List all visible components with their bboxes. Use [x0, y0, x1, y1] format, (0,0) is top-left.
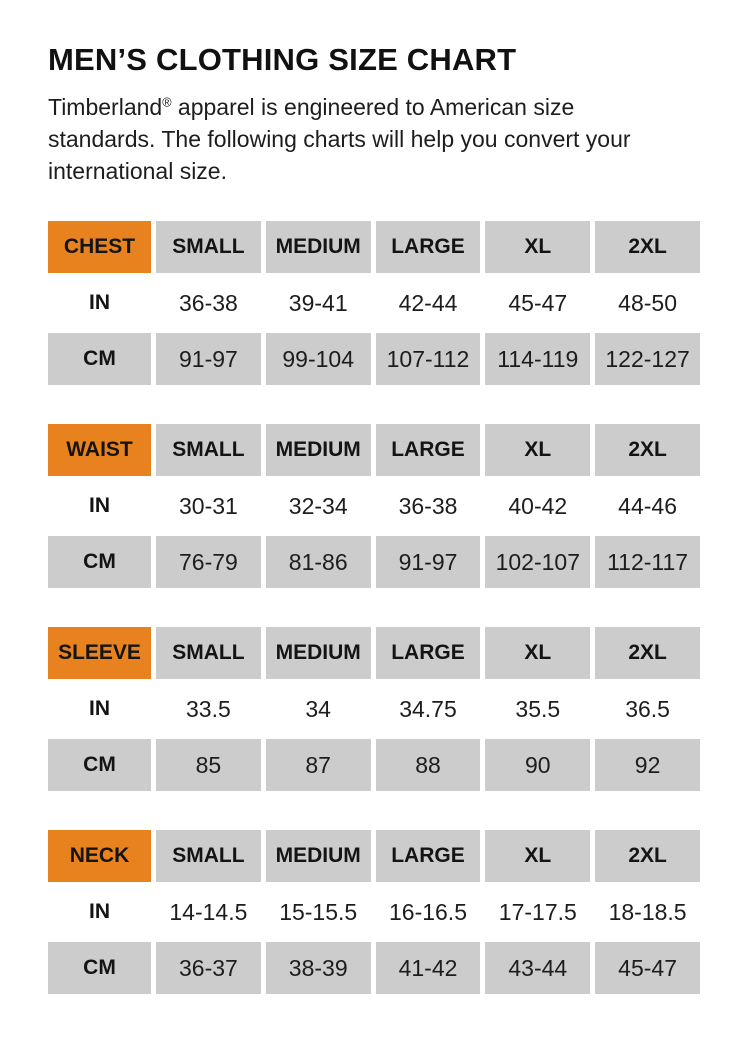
size-header-xl: XL — [485, 424, 591, 476]
unit-label-in: IN — [48, 480, 151, 532]
waist-cm-large: 91-97 — [375, 536, 481, 588]
size-header-large: LARGE — [375, 627, 481, 679]
sleeve-in-xl: 35.5 — [485, 683, 591, 735]
neck-in-medium: 15-15.5 — [265, 886, 371, 938]
sleeve-in-2xl: 36.5 — [595, 683, 700, 735]
sleeve-cm-small: 85 — [156, 739, 261, 791]
chest-size-table: CHEST SMALL MEDIUM LARGE XL 2XL IN 36-38… — [48, 221, 700, 385]
unit-label-in: IN — [48, 683, 151, 735]
sleeve-cm-medium: 87 — [265, 739, 371, 791]
neck-in-small: 14-14.5 — [156, 886, 261, 938]
size-header-2xl: 2XL — [595, 627, 700, 679]
registered-trademark-symbol: ® — [162, 95, 172, 110]
neck-in-large: 16-16.5 — [375, 886, 481, 938]
chest-cm-xl: 114-119 — [485, 333, 591, 385]
table-label-chest: CHEST — [48, 221, 151, 273]
size-header-small: SMALL — [156, 830, 261, 882]
chest-in-large: 42-44 — [375, 277, 481, 329]
sleeve-cm-xl: 90 — [485, 739, 591, 791]
size-header-xl: XL — [485, 221, 591, 273]
chest-in-2xl: 48-50 — [595, 277, 700, 329]
size-header-small: SMALL — [156, 424, 261, 476]
sleeve-cm-2xl: 92 — [595, 739, 700, 791]
size-header-large: LARGE — [375, 424, 481, 476]
neck-cm-large: 41-42 — [375, 942, 481, 994]
intro-paragraph: Timberland® apparel is engineered to Ame… — [48, 91, 680, 187]
size-header-2xl: 2XL — [595, 830, 700, 882]
waist-in-small: 30-31 — [156, 480, 261, 532]
sleeve-in-large: 34.75 — [375, 683, 481, 735]
neck-size-table: NECK SMALL MEDIUM LARGE XL 2XL IN 14-14.… — [48, 830, 700, 994]
size-header-xl: XL — [485, 627, 591, 679]
size-header-2xl: 2XL — [595, 424, 700, 476]
neck-in-xl: 17-17.5 — [485, 886, 591, 938]
unit-label-cm: CM — [48, 536, 151, 588]
neck-in-2xl: 18-18.5 — [595, 886, 700, 938]
chest-in-small: 36-38 — [156, 277, 261, 329]
sleeve-in-small: 33.5 — [156, 683, 261, 735]
chest-in-xl: 45-47 — [485, 277, 591, 329]
size-header-small: SMALL — [156, 221, 261, 273]
table-label-waist: WAIST — [48, 424, 151, 476]
waist-cm-xl: 102-107 — [485, 536, 591, 588]
brand-name: Timberland — [48, 94, 163, 120]
neck-cm-2xl: 45-47 — [595, 942, 700, 994]
neck-cm-xl: 43-44 — [485, 942, 591, 994]
size-header-2xl: 2XL — [595, 221, 700, 273]
waist-in-medium: 32-34 — [265, 480, 371, 532]
size-header-medium: MEDIUM — [265, 424, 371, 476]
chest-cm-medium: 99-104 — [265, 333, 371, 385]
sleeve-cm-large: 88 — [375, 739, 481, 791]
waist-in-2xl: 44-46 — [595, 480, 700, 532]
intro-text: apparel is engineered to American size s… — [48, 94, 631, 184]
unit-label-cm: CM — [48, 333, 151, 385]
unit-label-cm: CM — [48, 942, 151, 994]
chest-in-medium: 39-41 — [265, 277, 371, 329]
waist-in-xl: 40-42 — [485, 480, 591, 532]
chest-cm-2xl: 122-127 — [595, 333, 700, 385]
waist-cm-medium: 81-86 — [265, 536, 371, 588]
unit-label-in: IN — [48, 277, 151, 329]
sleeve-in-medium: 34 — [265, 683, 371, 735]
size-header-large: LARGE — [375, 221, 481, 273]
waist-cm-2xl: 112-117 — [595, 536, 700, 588]
sleeve-size-table: SLEEVE SMALL MEDIUM LARGE XL 2XL IN 33.5… — [48, 627, 700, 791]
size-header-medium: MEDIUM — [265, 221, 371, 273]
neck-cm-small: 36-37 — [156, 942, 261, 994]
size-header-large: LARGE — [375, 830, 481, 882]
size-header-medium: MEDIUM — [265, 627, 371, 679]
table-label-neck: NECK — [48, 830, 151, 882]
waist-in-large: 36-38 — [375, 480, 481, 532]
table-label-sleeve: SLEEVE — [48, 627, 151, 679]
size-header-medium: MEDIUM — [265, 830, 371, 882]
size-header-xl: XL — [485, 830, 591, 882]
waist-size-table: WAIST SMALL MEDIUM LARGE XL 2XL IN 30-31… — [48, 424, 700, 588]
size-header-small: SMALL — [156, 627, 261, 679]
chest-cm-small: 91-97 — [156, 333, 261, 385]
neck-cm-medium: 38-39 — [265, 942, 371, 994]
unit-label-cm: CM — [48, 739, 151, 791]
unit-label-in: IN — [48, 886, 151, 938]
page-title: MEN’S CLOTHING SIZE CHART — [48, 42, 517, 77]
waist-cm-small: 76-79 — [156, 536, 261, 588]
chest-cm-large: 107-112 — [375, 333, 481, 385]
